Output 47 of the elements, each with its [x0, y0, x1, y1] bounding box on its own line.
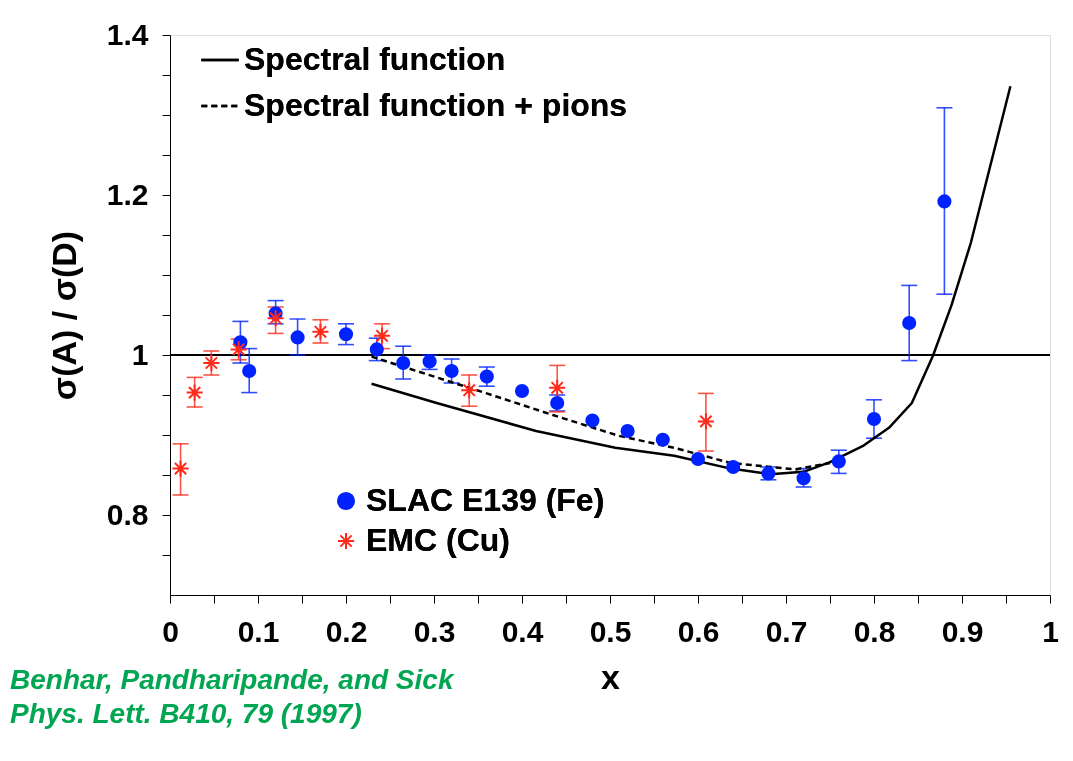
point [460, 381, 479, 400]
y-tick-label: 1.4 [106, 17, 149, 51]
point [548, 378, 567, 397]
y-tick-label: 0.8 [106, 497, 149, 531]
point [444, 363, 459, 379]
x-tick-label: 0.4 [501, 614, 544, 648]
legend-label: SLAC E139 (Fe) [366, 482, 605, 518]
x-tick-label: 0 [162, 614, 179, 648]
point [338, 327, 354, 342]
point [902, 315, 917, 331]
point [831, 454, 846, 469]
point [266, 309, 285, 328]
point [585, 413, 600, 428]
point [690, 451, 706, 467]
legend-label: EMC (Cu) [366, 522, 510, 558]
point [655, 432, 670, 447]
point [937, 194, 952, 209]
x-tick-label: 0.5 [589, 614, 632, 648]
x-tick-label: 1 [1042, 614, 1059, 648]
x-tick-label: 0.3 [413, 614, 456, 648]
point [514, 383, 530, 399]
point [866, 411, 882, 427]
legend-label: Spectral function + pions [244, 87, 628, 123]
x-tick-label: 0.2 [325, 614, 368, 648]
point [373, 326, 392, 345]
point [185, 383, 204, 402]
y-tick-label: 1.2 [106, 177, 149, 211]
point [796, 471, 811, 486]
legend-label: Spectral function [244, 41, 506, 77]
x-axis-title: x [601, 657, 621, 696]
point [369, 342, 384, 357]
point [290, 330, 305, 345]
text: Benhar, Pandharipande, and Sick [10, 664, 455, 695]
point [696, 412, 715, 431]
y-tick-label: 1 [131, 337, 149, 371]
x-tick-label: 0.9 [941, 614, 984, 648]
text: Phys. Lett. B410, 79 (1997) [10, 698, 362, 729]
point [726, 459, 741, 475]
point [396, 355, 411, 371]
point [620, 423, 635, 439]
x-tick-label: 0.1 [237, 614, 280, 648]
point [242, 363, 257, 379]
x-tick-label: 0.8 [853, 614, 896, 648]
point [171, 459, 190, 478]
x-tick-label: 0.7 [765, 614, 808, 648]
x-tick-label: 0.6 [677, 614, 720, 648]
y-axis-title: σ(A) / σ(D) [44, 230, 83, 401]
